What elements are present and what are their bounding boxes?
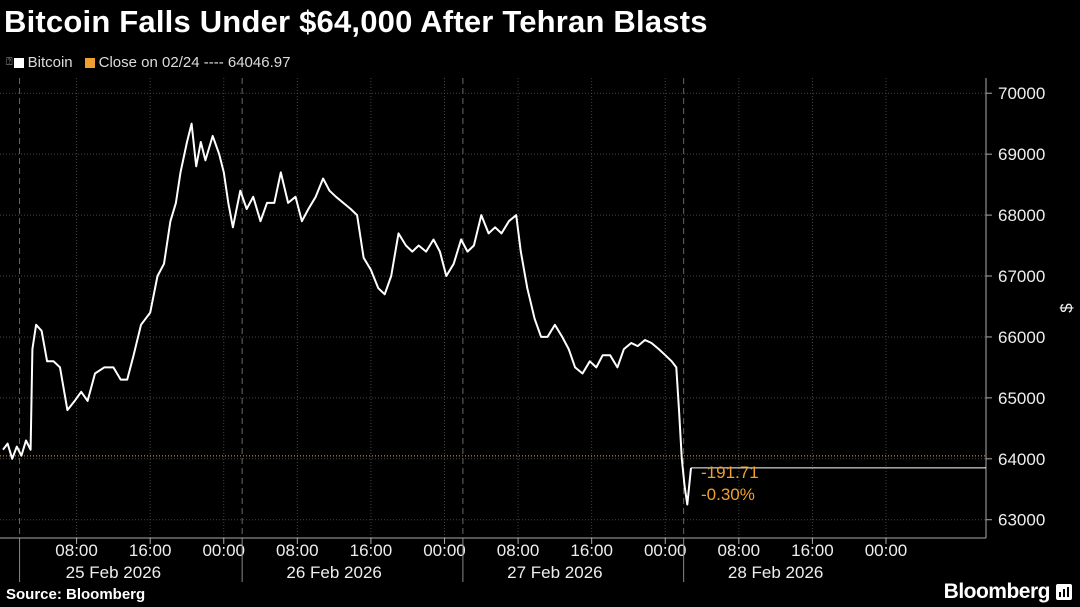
bloomberg-logo: Bloomberg [943,580,1051,603]
legend-item-bitcoin: ⍰ Bitcoin [6,54,73,71]
y-tick-label: 66000 [998,328,1045,347]
day-label: 25 Feb 2026 [66,563,161,582]
chart-title: Bitcoin Falls Under $64,000 After Tehran… [4,4,708,39]
y-tick-label: 64000 [998,450,1045,469]
x-tick-label: 00:00 [202,541,245,560]
y-tick-label: 70000 [998,84,1045,103]
x-tick-label: 08:00 [497,541,540,560]
legend: ⍰ Bitcoin Close on 02/24 ---- 64046.97 [6,54,302,71]
y-tick-label: 69000 [998,145,1045,164]
legend-item-close: Close on 02/24 ---- 64046.97 [84,54,291,71]
x-tick-label: 00:00 [423,541,466,560]
bloomberg-bars-icon [1056,584,1072,600]
legend-label-bitcoin: Bitcoin [27,54,73,71]
y-tick-label: 63000 [998,511,1045,530]
day-label: 28 Feb 2026 [728,563,823,582]
x-tick-label: 08:00 [718,541,761,560]
x-tick-label: 00:00 [644,541,687,560]
change-annotation: -191.71 [701,463,759,482]
x-tick-label: 16:00 [791,541,834,560]
bitcoin-series-line [2,122,692,506]
x-tick-label: 08:00 [276,541,319,560]
y-tick-label: 65000 [998,389,1045,408]
legend-swatch-bitcoin [13,57,24,68]
y-axis-label: $ [1057,303,1076,313]
x-tick-label: 00:00 [865,541,908,560]
percent-annotation: -0.30% [701,485,755,504]
x-tick-label: 16:00 [570,541,613,560]
x-tick-label: 16:00 [129,541,172,560]
legend-label-close: Close on 02/24 ---- 64046.97 [98,54,291,71]
x-tick-label: 16:00 [350,541,393,560]
source-note: Source: Bloomberg [6,586,146,603]
y-tick-label: 67000 [998,267,1045,286]
x-tick-label: 08:00 [55,541,98,560]
legend-swatch-close [84,57,95,68]
day-label: 27 Feb 2026 [507,563,602,582]
day-label: 26 Feb 2026 [286,563,381,582]
y-tick-label: 68000 [998,206,1045,225]
hand-icon: ⍰ [6,56,13,68]
